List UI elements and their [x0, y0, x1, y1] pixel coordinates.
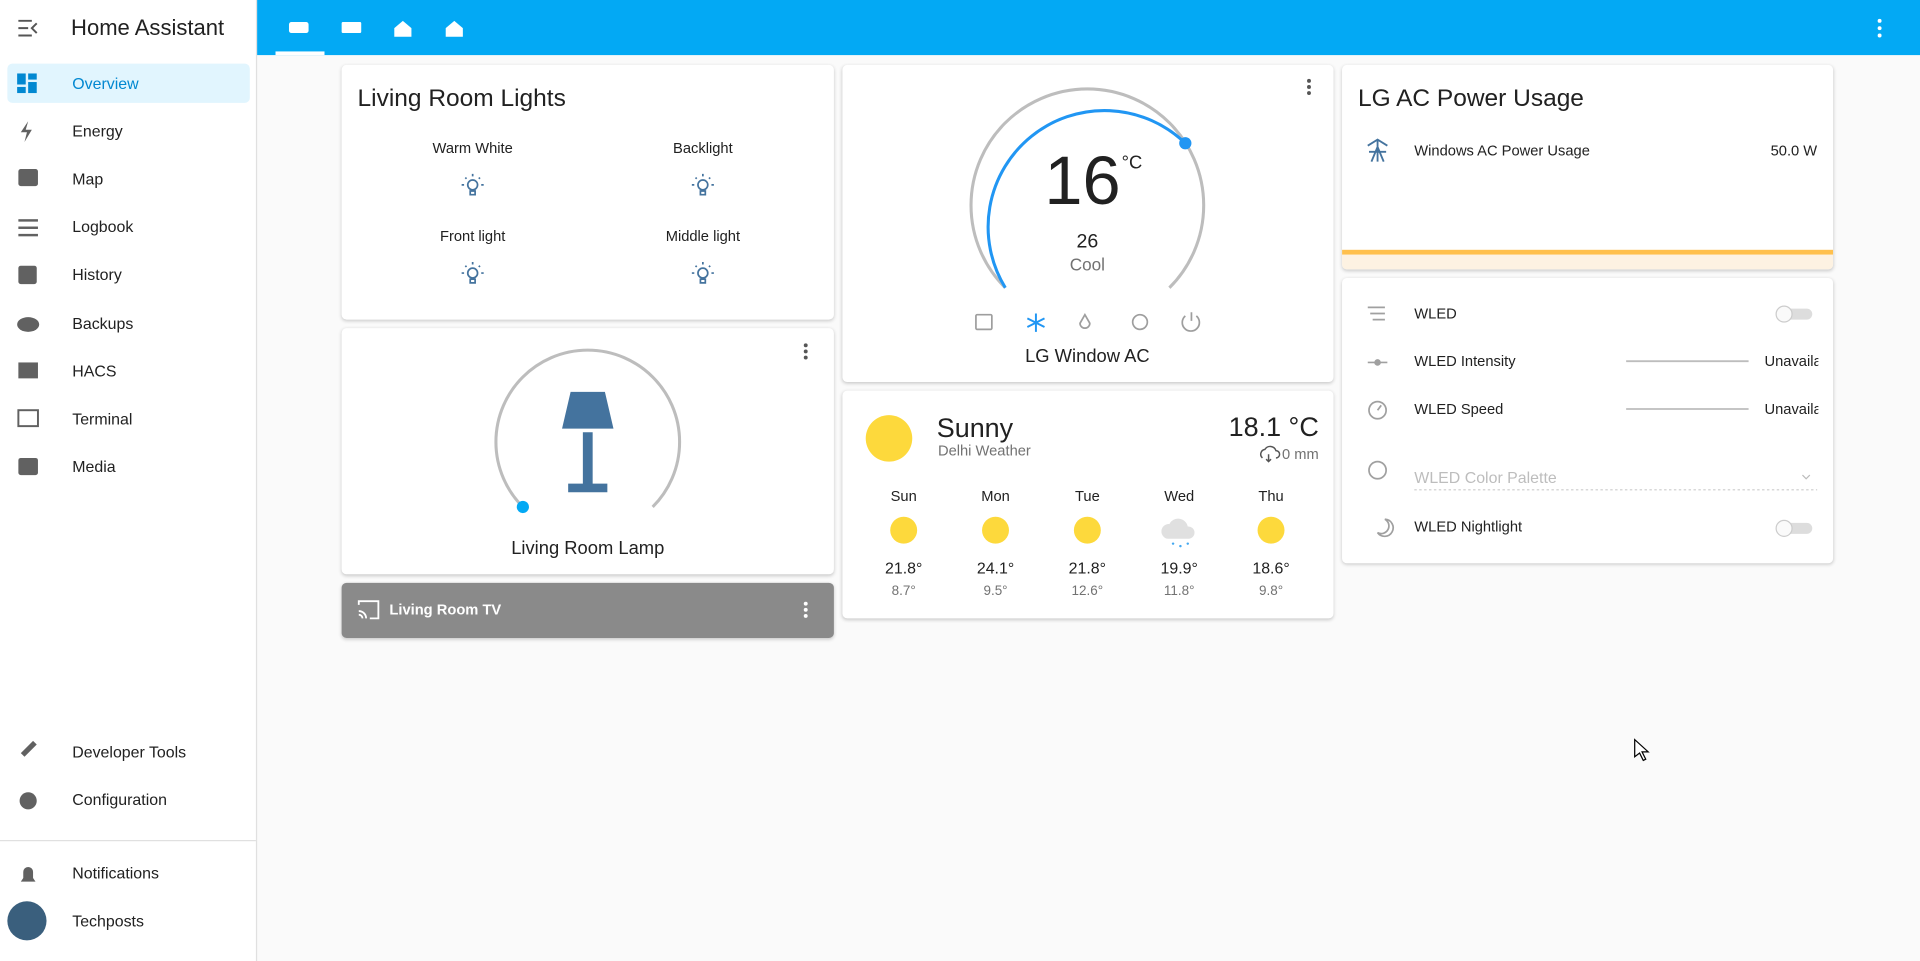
hvac-mode: Cool: [1069, 254, 1105, 275]
nav-item[interactable]: Techposts: [72, 911, 144, 931]
entity-name: WLED Nightlight: [1414, 517, 1523, 536]
forecast-day: Mon: [981, 487, 1010, 505]
power-icon: [1367, 138, 1388, 162]
forecast-day: Wed: [1164, 487, 1195, 505]
gauge-bar: [1342, 249, 1834, 255]
toolbar: [257, 0, 1920, 56]
forecast-day: Thu: [1258, 487, 1284, 505]
forecast-high: 18.6°: [1252, 558, 1290, 578]
weather-temp: 18.1 °C: [1228, 411, 1319, 443]
precipitation: 0 mm: [1282, 445, 1319, 463]
forecast-high: 21.8°: [884, 558, 923, 578]
nav-item[interactable]: Logbook: [72, 217, 134, 236]
forecast-day: Sun: [890, 487, 917, 505]
forecast-low: 11.8°: [1163, 584, 1195, 599]
thermostat-dial[interactable]: [0, 0, 1311, 332]
lamp-name: Living Room Lamp: [511, 538, 665, 559]
gauge-track: [1342, 254, 1834, 270]
cursor: [1634, 738, 1650, 762]
nav-item[interactable]: Configuration: [72, 790, 167, 809]
tv-name: Living Room TV: [389, 601, 502, 619]
weather-card: [842, 390, 1334, 619]
active-item[interactable]: [7, 63, 250, 103]
nav-item[interactable]: Map: [72, 169, 104, 188]
nav-item[interactable]: Terminal: [72, 409, 133, 428]
weather-icons: [865, 415, 1285, 548]
entity-name: WLED: [1414, 304, 1457, 323]
tv-icons: [357, 600, 808, 620]
nav-item[interactable]: History: [72, 265, 122, 284]
forecast-low: 9.8°: [1258, 584, 1284, 599]
current-temp: 26: [1076, 231, 1099, 253]
nav-item[interactable]: Backups: [72, 314, 134, 333]
temp-unit: °C: [1121, 152, 1143, 174]
forecast-high: 19.9°: [1160, 558, 1198, 578]
card-title: Living Room Lights: [357, 85, 566, 113]
button-label[interactable]: Front light: [439, 227, 506, 245]
bulb-icons: [461, 173, 714, 284]
forecast-low: 8.7°: [891, 584, 916, 599]
menu-icon[interactable]: [18, 19, 38, 37]
nav-item[interactable]: Media: [72, 457, 116, 476]
nav-item[interactable]: Energy: [72, 121, 123, 141]
entity-name: WLED Intensity: [1414, 352, 1516, 370]
forecast-high: 24.1°: [976, 558, 1015, 578]
lamp-dial[interactable]: [0, 0, 808, 514]
nav-item[interactable]: Notifications: [72, 863, 159, 883]
button-label[interactable]: Warm White: [432, 139, 513, 157]
thermostat-name: LG Window AC: [1025, 345, 1150, 367]
wled-card: [1342, 277, 1834, 564]
entity-name: WLED Speed: [1414, 400, 1504, 418]
sidebar: [0, 0, 258, 961]
button-label[interactable]: Backlight: [673, 139, 733, 157]
entity-state: 50.0 W: [1770, 142, 1818, 160]
entity-state: Unavailable: [1764, 400, 1819, 418]
nav-item[interactable]: HACS: [72, 361, 117, 381]
tv-card[interactable]: [341, 582, 834, 638]
entity-name: Windows AC Power Usage: [1414, 142, 1590, 160]
weather-name: Delhi Weather: [937, 442, 1031, 460]
app-title: Home Assistant: [71, 15, 225, 40]
toolbar-icons[interactable]: [288, 18, 1893, 38]
nav-item[interactable]: Developer Tools: [72, 742, 187, 762]
button-label[interactable]: Middle light: [665, 227, 741, 245]
tab-indicator: [275, 51, 325, 56]
wled-icons: [1367, 305, 1818, 538]
forecast-low: 9.5°: [983, 584, 1008, 599]
lights-card: [341, 64, 834, 320]
forecast-high: 21.8°: [1068, 558, 1107, 578]
forecast-low: 12.6°: [1071, 584, 1104, 599]
target-temp: 16: [1044, 141, 1121, 219]
power-card: [1342, 64, 1834, 270]
select-label[interactable]: WLED Color Palette: [1414, 468, 1557, 487]
thermostat-card: [842, 64, 1334, 383]
forecast-day: Tue: [1074, 487, 1100, 505]
weather-condition: Sunny: [936, 412, 1014, 444]
nav-icons: [7, 73, 47, 941]
nav-item[interactable]: Overview: [72, 74, 139, 93]
divider: [0, 840, 256, 842]
entity-state: Unavailable: [1764, 352, 1819, 370]
card-title: LG AC Power Usage: [1357, 85, 1584, 113]
